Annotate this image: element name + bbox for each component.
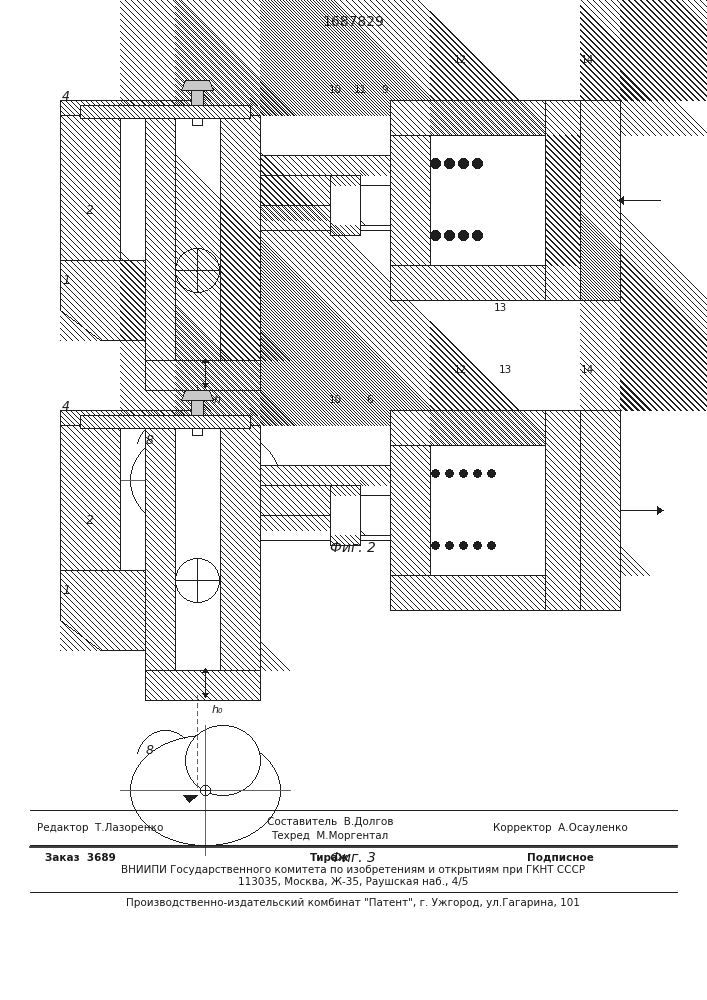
Text: 8: 8 [146, 744, 154, 756]
Text: 9: 9 [382, 85, 388, 95]
Text: ВНИИПИ Государственного комитета по изобретениям и открытиям при ГКНТ СССР: ВНИИПИ Государственного комитета по изоб… [121, 865, 585, 875]
Text: h: h [214, 395, 221, 405]
Text: Подписное: Подписное [527, 853, 593, 863]
Text: 2: 2 [86, 204, 94, 217]
Text: 12: 12 [453, 365, 467, 375]
Text: 10: 10 [329, 85, 341, 95]
Text: Фиг. 2: Фиг. 2 [330, 541, 376, 555]
Text: 4: 4 [62, 400, 70, 414]
Text: 1687829: 1687829 [322, 15, 384, 29]
Text: 4: 4 [62, 91, 70, 104]
Text: Заказ  3689: Заказ 3689 [45, 853, 115, 863]
Text: Корректор  А.Осауленко: Корректор А.Осауленко [493, 823, 627, 833]
Text: 13: 13 [493, 303, 507, 313]
Text: Составитель  В.Долгов: Составитель В.Долгов [267, 817, 393, 827]
Text: 14: 14 [580, 365, 594, 375]
Text: 14: 14 [580, 55, 594, 65]
Text: 12: 12 [453, 55, 467, 65]
Text: Производственно-издательский комбинат "Патент", г. Ужгород, ул.Гагарина, 101: Производственно-издательский комбинат "П… [126, 898, 580, 908]
Text: 113035, Москва, Ж-35, Раушская наб., 4/5: 113035, Москва, Ж-35, Раушская наб., 4/5 [238, 877, 468, 887]
Text: 13: 13 [498, 365, 512, 375]
Text: Фиг. 3: Фиг. 3 [330, 851, 376, 865]
Text: 1: 1 [62, 584, 70, 596]
Text: 8: 8 [146, 434, 154, 446]
Text: 1: 1 [62, 273, 70, 286]
Text: 10: 10 [329, 395, 341, 405]
Text: 11: 11 [354, 85, 367, 95]
Text: 2: 2 [86, 514, 94, 526]
Text: 6: 6 [367, 395, 373, 405]
Text: h₀: h₀ [211, 705, 223, 715]
Text: Редактор  Т.Лазоренко: Редактор Т.Лазоренко [37, 823, 163, 833]
Text: Техред  М.Моргентал: Техред М.Моргентал [271, 831, 389, 841]
Text: Тираж: Тираж [310, 853, 350, 863]
